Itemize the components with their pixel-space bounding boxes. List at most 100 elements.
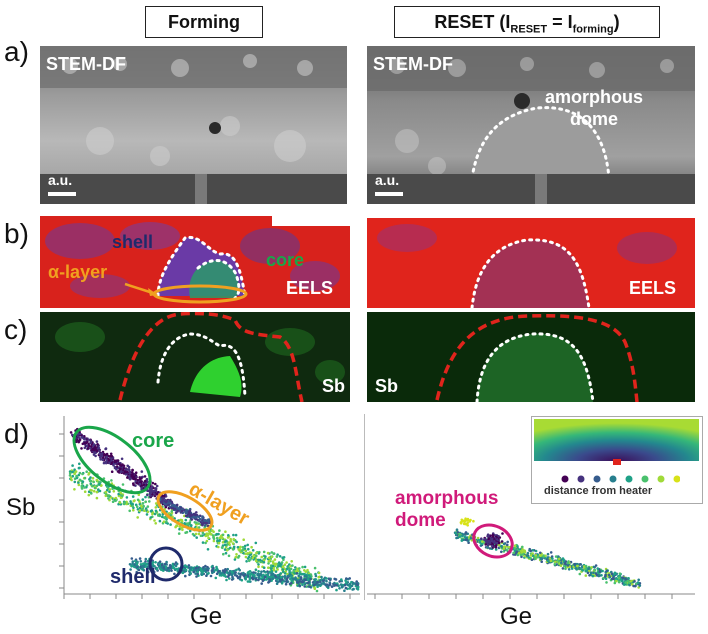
scatter-dot — [180, 509, 184, 513]
scatter-dot — [278, 562, 281, 566]
scatter-dot — [223, 569, 227, 572]
scatter-dot — [248, 551, 252, 554]
scatter-dot — [92, 443, 96, 446]
scatter-dot — [352, 587, 355, 591]
scatter-dot — [333, 581, 336, 585]
scatter-dot — [88, 444, 91, 448]
scatter-dot — [204, 541, 207, 545]
scatter-dot — [254, 577, 258, 581]
scatter-dot — [632, 584, 635, 588]
scatter-dot — [77, 483, 81, 487]
scatter-dot — [287, 574, 291, 577]
scatter-dot — [229, 540, 233, 543]
scatter-dot — [92, 448, 96, 452]
scatter-dot — [178, 507, 181, 511]
scatter-dot — [568, 565, 572, 568]
scatter-dot — [466, 518, 470, 522]
scatter-dot — [196, 572, 199, 576]
scatter-dot — [333, 577, 337, 581]
scatter-dot — [225, 578, 228, 582]
scatter-dot — [155, 567, 159, 571]
scatter-dot — [588, 574, 591, 577]
scatter-dot — [596, 567, 599, 570]
scatter-dot — [87, 493, 91, 497]
scatter-dot — [223, 543, 227, 547]
sb-label-reset: Sb — [375, 376, 399, 396]
scatter-dot — [146, 570, 150, 574]
scatter-dot — [549, 559, 553, 563]
dome-outline-stem — [470, 106, 611, 180]
scatter-dot — [267, 560, 271, 563]
scatter-dot — [222, 552, 225, 556]
scatter-dot — [100, 484, 103, 487]
scatter-dot — [154, 487, 158, 490]
scatter-dot — [350, 580, 353, 584]
scatter-dot — [108, 461, 111, 465]
scatter-dot — [231, 548, 235, 551]
amorphous-dome-line2: dome — [570, 109, 619, 129]
scatter-dot — [92, 489, 96, 493]
eels-label-forming: EELS — [286, 278, 334, 298]
colorbar-inset: distance from heater — [531, 416, 703, 504]
scatter-dot — [91, 484, 94, 488]
scatter-dot — [270, 569, 274, 573]
scatter-dot — [121, 494, 124, 498]
scatter-dot — [226, 567, 229, 571]
scatter-dot — [136, 508, 140, 511]
scatter-dot — [598, 570, 602, 573]
scatter-dot — [228, 577, 231, 580]
scatter-dot — [228, 543, 231, 546]
scatter-dot — [149, 494, 152, 498]
scatter-dot — [227, 541, 231, 544]
scatter-dot — [102, 461, 106, 465]
scatter-dot — [231, 542, 235, 545]
scatter-dot — [190, 524, 193, 527]
scatter-dot — [275, 582, 279, 585]
scatter-dot — [262, 550, 266, 554]
scatter-dot — [245, 560, 248, 563]
scatter-dot — [167, 568, 171, 572]
scatter-dot — [243, 544, 247, 548]
scatter-dot — [197, 519, 201, 523]
scatter-dot — [279, 576, 283, 579]
scatter-dot — [498, 541, 501, 545]
scatter-dot — [214, 576, 218, 580]
scatter-dot — [281, 565, 285, 569]
scatter-dot — [292, 577, 295, 581]
scatter-dot — [260, 570, 263, 573]
scatter-dot — [478, 541, 482, 544]
scatter-dot — [112, 490, 116, 493]
eels-reset-svg — [367, 218, 695, 308]
scatter-dot — [584, 564, 588, 568]
scatter-dot — [554, 555, 558, 558]
scatter-dot — [533, 557, 537, 561]
scatter-dot — [194, 566, 198, 570]
scatter-dot — [69, 431, 73, 434]
scatter-dot — [531, 552, 534, 555]
scatter-dot — [113, 460, 117, 464]
scatter-dot — [273, 558, 277, 561]
scatter-dot — [235, 553, 238, 556]
scatter-dot — [267, 562, 270, 565]
scatter-dot — [206, 569, 210, 572]
scatter-dot — [612, 576, 615, 579]
scatter-dot — [157, 561, 160, 565]
scatter-dot — [99, 453, 102, 456]
scatter-dot — [502, 542, 506, 546]
scatter-dot — [183, 564, 187, 568]
scatter-dot — [204, 564, 207, 568]
scale-bar-reset — [375, 192, 403, 196]
scatter-dot — [201, 571, 204, 575]
scatter-dot — [73, 480, 77, 484]
scatter-dot — [173, 505, 176, 508]
scatter-dot — [155, 493, 159, 496]
scatter-reset-svg — [367, 517, 695, 599]
scatter-dot — [592, 571, 595, 574]
scatter-reset-plot: amorphous dome distance from heater — [365, 414, 703, 600]
scatter-dot — [338, 580, 342, 583]
scatter-dot — [269, 567, 273, 570]
scatter-dot — [227, 554, 231, 558]
scatter-dot — [115, 465, 119, 468]
scatter-dot — [330, 585, 334, 588]
scatter-dot — [74, 470, 78, 473]
